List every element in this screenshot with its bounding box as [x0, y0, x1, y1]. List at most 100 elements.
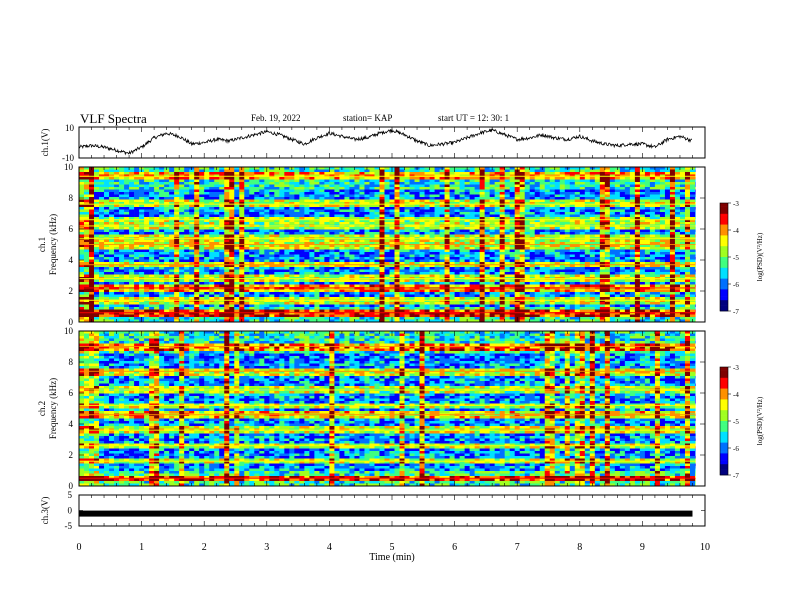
spectrogram-cell	[384, 204, 390, 208]
spectrogram-cell	[494, 229, 500, 233]
spectrogram-cell	[539, 169, 546, 173]
spectrogram-cell	[154, 184, 160, 188]
spectrogram-cell	[349, 197, 355, 200]
spectrogram-cell	[274, 212, 280, 215]
spectrogram-cell	[624, 242, 631, 245]
spectrogram-cell	[299, 204, 305, 208]
spectrogram-cell	[439, 202, 445, 205]
spectrogram-cell	[194, 184, 200, 188]
spectrogram-cell	[579, 239, 586, 243]
spectrogram-cell	[299, 219, 305, 223]
spectrogram-cell	[169, 249, 175, 253]
spectrogram-cell	[554, 184, 561, 188]
spectrogram-cell	[519, 254, 526, 258]
spectrogram-cell	[589, 249, 596, 253]
spectrogram-cell	[499, 229, 505, 233]
spectrogram-cell	[184, 217, 190, 220]
spectrogram-cell	[569, 202, 576, 205]
spectrogram-cell	[664, 254, 671, 258]
spectrogram-cell	[499, 242, 505, 245]
spectrogram-cell	[214, 249, 220, 253]
spectrogram-cell	[519, 262, 526, 265]
spectrogram-cell	[434, 179, 440, 183]
spectrogram-cell	[104, 194, 110, 198]
spectrogram-cell	[429, 222, 435, 225]
spectrogram-cell	[314, 172, 320, 175]
spectrogram-cell	[369, 259, 375, 263]
spectrogram-cell	[124, 257, 130, 260]
spectrogram-cell	[564, 202, 571, 205]
spectrogram-cell	[304, 189, 310, 193]
spectrogram-cell	[299, 257, 305, 260]
spectrogram-cell	[679, 244, 686, 248]
spectrogram-cell	[379, 234, 385, 238]
spectrogram-cell	[199, 184, 205, 188]
spectrogram-cell	[429, 204, 435, 208]
spectrogram-cell	[89, 179, 95, 183]
spectrogram-cell	[449, 229, 455, 233]
spectrogram-cell	[174, 219, 180, 223]
spectrogram-cell	[489, 187, 495, 190]
spectrogram-cell	[509, 232, 515, 235]
spectrogram-cell	[159, 259, 165, 263]
spectrogram-cell	[294, 187, 300, 190]
spectrogram-cell	[549, 234, 556, 238]
spectrogram-cell	[149, 172, 155, 175]
spectrogram-cell	[219, 182, 225, 185]
spectrogram-cell	[664, 182, 671, 185]
spectrogram-cell	[204, 222, 210, 225]
spectrogram-cell	[484, 209, 490, 213]
spectrogram-cell	[244, 167, 250, 170]
spectrogram-cell	[574, 199, 581, 203]
spectrogram-cell	[419, 217, 425, 220]
spectrogram-cell	[134, 207, 140, 210]
spectrogram-cell	[129, 252, 135, 255]
spectrogram-cell	[269, 219, 275, 223]
spectrogram-cell	[499, 252, 505, 255]
spectrogram-cell	[479, 232, 485, 235]
spectrogram-cell	[344, 167, 350, 170]
spectrogram-cell	[549, 222, 556, 225]
spectrogram-cell	[674, 252, 681, 255]
spectrogram-cell	[464, 229, 470, 233]
spectrogram-cell	[649, 169, 656, 173]
spectrogram-cell	[684, 214, 691, 218]
spectrogram-cell	[454, 169, 460, 173]
spectrogram-cell	[399, 169, 405, 173]
spectrogram-cell	[389, 262, 395, 265]
spectrogram-cell	[469, 202, 475, 205]
spectrogram-cell	[629, 167, 636, 170]
spectrogram-cell	[269, 214, 275, 218]
spectrogram-cell	[149, 187, 155, 190]
spectrogram-cell	[114, 222, 120, 225]
spectrogram-cell	[669, 259, 676, 263]
spectrogram-cell	[624, 204, 631, 208]
spectrogram-cell	[489, 177, 495, 180]
spectrogram-cell	[664, 219, 671, 223]
spectrogram-cell	[214, 234, 220, 238]
spectrogram-cell	[254, 232, 260, 235]
spectrogram-cell	[134, 202, 140, 205]
spectrogram-cell	[249, 254, 255, 258]
spectrogram-cell	[319, 234, 325, 238]
spectrogram-cell	[159, 209, 165, 213]
spectrogram-cell	[679, 202, 686, 205]
spectrogram-cell	[394, 254, 400, 258]
spectrogram-cell	[574, 169, 581, 173]
spectrogram-cell	[599, 262, 606, 265]
spectrogram-cell	[369, 167, 375, 170]
spectrogram-cell	[149, 212, 155, 215]
spectrogram-cell	[269, 249, 275, 253]
spectrogram-cell	[549, 179, 556, 183]
spectrogram-cell	[309, 207, 315, 210]
spectrogram-cell	[204, 229, 210, 233]
spectrogram-cell	[644, 234, 651, 238]
spectrogram-cell	[544, 204, 551, 208]
spectrogram-cell	[374, 197, 380, 200]
spectrogram-cell	[414, 202, 420, 205]
spectrogram-cell	[649, 214, 656, 218]
spectrogram-cell	[329, 259, 335, 263]
spectrogram-cell	[284, 172, 290, 175]
spectrogram-cell	[289, 177, 295, 180]
spectrogram-cell	[254, 234, 260, 238]
